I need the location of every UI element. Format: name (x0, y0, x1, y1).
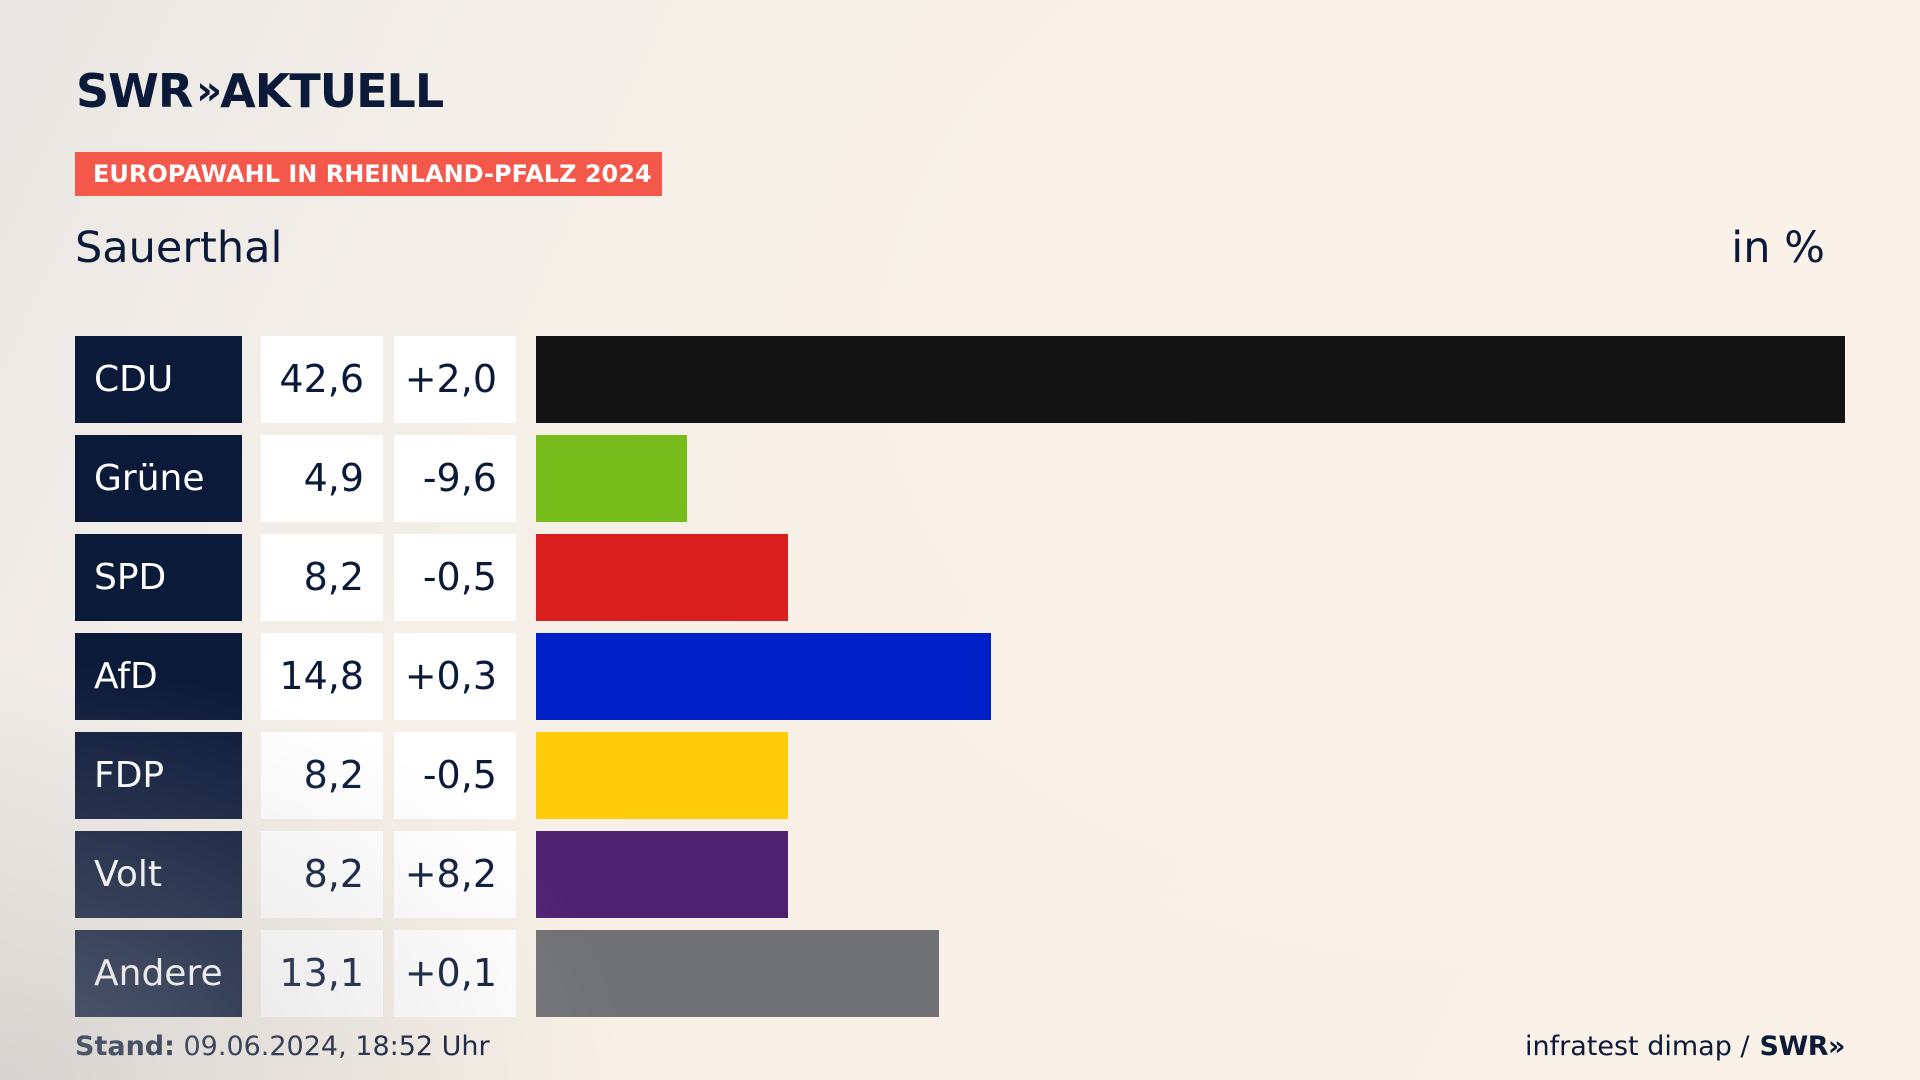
party-label: CDU (75, 336, 242, 423)
result-row-grüne: Grüne 4,9 -9,6 (75, 435, 1845, 522)
result-row-spd: SPD 8,2 -0,5 (75, 534, 1845, 621)
vote-share-value: 42,6 (261, 336, 383, 423)
change-value: -9,6 (394, 435, 516, 522)
vote-share-value: 8,2 (261, 732, 383, 819)
party-label: Volt (75, 831, 242, 918)
result-bar (536, 831, 788, 918)
vote-share-value: 13,1 (261, 930, 383, 1017)
party-label: AfD (75, 633, 242, 720)
logo-aktuell-text: AKTUELL (220, 64, 444, 118)
result-bar (536, 336, 1845, 423)
result-bar (536, 633, 991, 720)
change-value: +0,1 (394, 930, 516, 1017)
vote-share-value: 8,2 (261, 831, 383, 918)
chart-unit: in % (1731, 223, 1825, 273)
change-value: +0,3 (394, 633, 516, 720)
stand-value: 09.06.2024, 18:52 Uhr (174, 1031, 490, 1062)
result-row-andere: Andere 13,1 +0,1 (75, 930, 1845, 1017)
vote-share-value: 14,8 (261, 633, 383, 720)
result-row-afd: AfD 14,8 +0,3 (75, 633, 1845, 720)
logo-chevron-icon: » (196, 68, 222, 114)
logo-swr-text: SWR (76, 64, 193, 118)
vote-share-value: 4,9 (261, 435, 383, 522)
party-label: Grüne (75, 435, 242, 522)
party-label: FDP (75, 732, 242, 819)
result-bar (536, 534, 788, 621)
swr-aktuell-logo: SWR » AKTUELL (76, 64, 444, 118)
election-tag: EUROPAWAHL IN RHEINLAND-PFALZ 2024 (75, 152, 662, 196)
source-credit: infratest dimap / SWR» (1525, 1030, 1845, 1064)
stand-label: Stand: (75, 1031, 175, 1062)
vote-share-value: 8,2 (261, 534, 383, 621)
party-label: Andere (75, 930, 242, 1017)
result-bar (536, 930, 939, 1017)
result-row-cdu: CDU 42,6 +2,0 (75, 336, 1845, 423)
chart-subtitle: Sauerthal (75, 223, 283, 273)
result-row-fdp: FDP 8,2 -0,5 (75, 732, 1845, 819)
change-value: -0,5 (394, 732, 516, 819)
result-row-volt: Volt 8,2 +8,2 (75, 831, 1845, 918)
timestamp: Stand: 09.06.2024, 18:52 Uhr (75, 1030, 490, 1064)
change-value: -0,5 (394, 534, 516, 621)
party-label: SPD (75, 534, 242, 621)
swr-small-logo: SWR» (1759, 1031, 1846, 1062)
change-value: +8,2 (394, 831, 516, 918)
result-bar (536, 435, 687, 522)
source-text: infratest dimap / (1525, 1031, 1750, 1062)
change-value: +2,0 (394, 336, 516, 423)
result-bar (536, 732, 788, 819)
